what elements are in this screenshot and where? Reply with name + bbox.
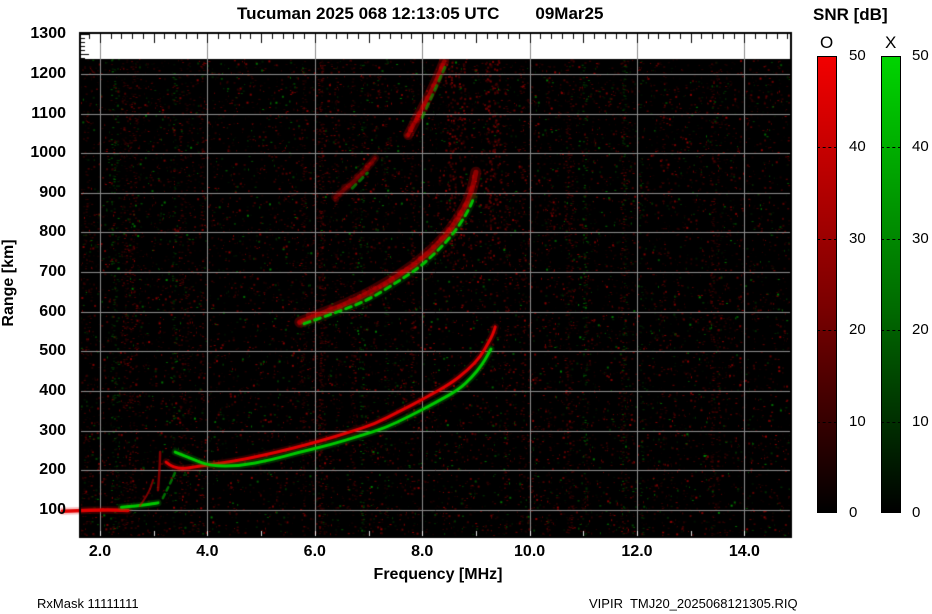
colorbar-tick-label: 0	[849, 504, 858, 521]
colorbar-tick-label: 30	[849, 229, 866, 247]
y-tick-label: 300	[39, 421, 66, 439]
y-tick-label: 400	[39, 382, 66, 400]
y-tick-label: 200	[39, 461, 66, 479]
x-tick-label: 12.0	[621, 543, 653, 560]
colorbar-tick-label: 40	[849, 138, 866, 156]
colorbar-tick-label: 10	[912, 412, 929, 430]
y-axis-title: Range [km]	[0, 239, 17, 327]
colorbar-tick-label: 0	[912, 504, 921, 521]
page-title: Tucuman 2025 068 12:13:05 UTC 09Mar25	[237, 4, 603, 24]
x-mode-colorbar	[881, 56, 901, 513]
colorbar-tick-label: 10	[849, 412, 866, 430]
source-file-text: VIPIR TMJ20_2025068121305.RIQ	[589, 596, 798, 611]
colorbar-tick-label: 50	[912, 47, 929, 64]
y-tick-label: 700	[39, 263, 66, 281]
colorbar-tick-label: 20	[912, 321, 929, 339]
x-tick-label: 8.0	[411, 543, 434, 560]
colorbar-title: SNR [dB]	[813, 5, 888, 24]
x-tick-label: 10.0	[514, 543, 546, 560]
x-tick-label: 6.0	[303, 543, 326, 560]
colorbar-tick-label: 40	[912, 138, 929, 156]
y-tick-label: 1300	[30, 25, 66, 43]
y-tick-label: 1200	[30, 64, 66, 82]
y-tick-label: 500	[39, 342, 66, 360]
colorbar-tick-label: 20	[849, 321, 866, 339]
x-tick-label: 4.0	[196, 543, 219, 560]
y-tick-label: 800	[39, 223, 66, 241]
x-tick-label: 2.0	[88, 543, 112, 560]
colorbar-tick-mark	[881, 330, 901, 332]
y-tick-label: 1100	[31, 104, 66, 122]
rxmask-text: RxMask 11111111	[37, 596, 139, 611]
x-mode-label: X	[885, 33, 897, 52]
y-tick-label: 1000	[30, 144, 66, 162]
o-mode-label: O	[820, 33, 834, 52]
x-axis-title: Frequency [MHz]	[373, 566, 503, 583]
colorbar-tick-mark	[881, 238, 901, 240]
colorbar-tick-label: 50	[849, 47, 866, 64]
title-station-time: Tucuman 2025 068 12:13:05 UTC	[237, 4, 500, 23]
colorbar-tick-mark	[817, 238, 837, 240]
colorbar-tick-mark	[881, 421, 901, 423]
colorbar-tick-label: 30	[912, 229, 929, 247]
y-tick-label: 100	[39, 501, 66, 518]
y-tick-label: 900	[39, 183, 66, 201]
colorbar-tick-mark	[817, 421, 837, 423]
title-date: 09Mar25	[535, 4, 604, 23]
o-mode-colorbar	[817, 56, 837, 513]
colorbar-tick-mark	[881, 147, 901, 149]
colorbar-tick-mark	[817, 147, 837, 149]
x-tick-label: 14.0	[728, 543, 760, 560]
y-tick-label: 600	[39, 302, 66, 320]
colorbar-tick-mark	[817, 330, 837, 332]
